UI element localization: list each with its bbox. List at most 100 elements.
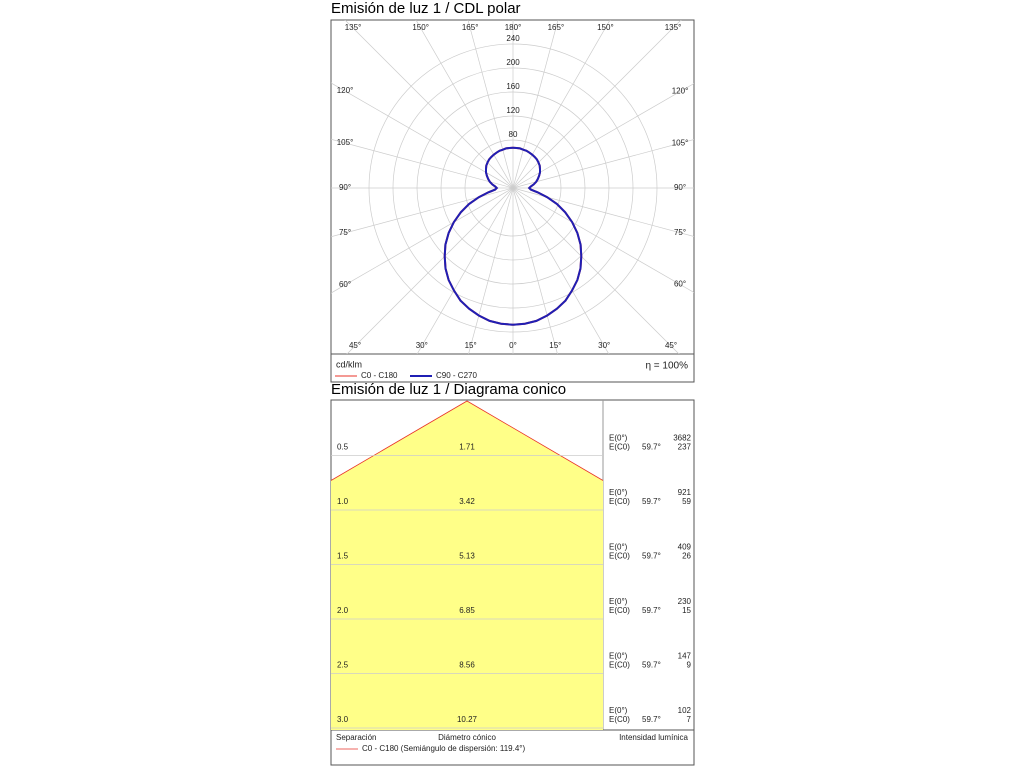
angle-tick-label: 90° [339,183,351,192]
e0-label: E(0°) [609,597,628,606]
legend-label: C90 - C270 [436,371,477,380]
grid-spoke [467,20,514,189]
ec0-value: 237 [678,443,692,452]
grid-spoke [331,187,514,238]
e0-value: 3682 [673,434,691,443]
grid-spoke [416,187,514,354]
ec0-label: E(C0) [609,552,630,561]
r-tick-label: 200 [506,58,520,67]
polar-grid [331,20,694,354]
footer-label: Separación [336,733,376,742]
diameter-label: 10.27 [457,715,478,724]
angle-tick-label: 15° [465,341,477,350]
angle-tick-label: 120° [337,86,354,95]
angle-label: 59.7° [642,715,661,724]
plot-frame [330,19,695,383]
angle-label: 59.7° [642,443,661,452]
angle-tick-label: 120° [672,87,689,96]
e0-label: E(0°) [609,434,628,443]
grid-spoke [346,187,514,354]
angle-tick-label: 45° [665,341,677,350]
e0-label: E(0°) [609,488,628,497]
separation-label: 0.5 [337,443,349,452]
angle-tick-label: 30° [416,341,428,350]
angle-label: 59.7° [642,552,661,561]
angle-tick-label: 165° [462,23,479,32]
angle-label: 59.7° [642,497,661,506]
grid-spoke [512,139,694,189]
angle-tick-label: 180° [505,23,522,32]
unit-label: cd/klm [336,359,362,369]
angle-tick-label: 15° [549,341,561,350]
separation-label: 3.0 [337,715,349,724]
e0-label: E(0°) [609,706,628,715]
ec0-value: 9 [687,661,692,670]
diameter-label: 1.71 [459,443,475,452]
diameter-label: 8.56 [459,661,475,670]
r-tick-label: 120 [506,106,520,115]
intensity-curve [512,146,583,326]
chart-title: Emisión de luz 1 / CDL polar [331,0,521,17]
angle-tick-label: 105° [337,138,354,147]
grid-spoke [512,187,680,354]
grid-spoke [512,187,694,293]
footer-label: Intensidad lumínica [619,733,688,742]
angle-tick-label: 60° [339,280,351,289]
angle-tick-label: 30° [598,341,610,350]
diameter-label: 5.13 [459,552,475,561]
angle-tick-label: 150° [597,23,614,32]
ec0-value: 15 [682,606,691,615]
angle-label: 59.7° [642,606,661,615]
grid-spoke [344,20,514,189]
angle-tick-label: 60° [674,280,686,289]
r-tick-label: 160 [506,82,520,91]
angle-tick-label: 105° [672,138,689,147]
ec0-value: 59 [682,497,691,506]
separation-label: 2.5 [337,661,349,670]
intensity-curve [443,146,514,326]
r-tick-label: 240 [506,34,520,43]
angle-tick-label: 75° [674,228,686,237]
angle-tick-label: 150° [412,23,429,32]
angle-tick-label: 165° [548,23,565,32]
grid-spoke [415,20,514,189]
diameter-label: 6.85 [459,606,475,615]
grid-spoke [331,82,514,189]
separation-label: 2.0 [337,606,349,615]
angle-tick-label: 45° [349,341,361,350]
e0-value: 230 [678,597,692,606]
intensity-curve [512,146,583,326]
grid-spoke [468,187,514,354]
diameter-label: 3.42 [459,497,475,506]
ec0-label: E(C0) [609,606,630,615]
angle-label: 59.7° [642,661,661,670]
legend-label: C0 - C180 [361,371,398,380]
grid-spoke [512,187,558,354]
cone-edge [330,400,604,481]
e0-value: 147 [678,652,692,661]
e0-value: 102 [678,706,692,715]
grid-spoke [512,187,694,237]
grid-spoke [512,20,611,189]
angle-tick-label: 135° [345,23,362,32]
ec0-label: E(C0) [609,443,630,452]
separation-label: 1.0 [337,497,349,506]
grid-spoke [512,83,694,189]
e0-label: E(0°) [609,543,628,552]
efficiency-label: η = 100% [645,361,688,372]
intensity-curve [443,146,514,326]
angle-tick-label: 135° [665,23,682,32]
legend-label: C0 - C180 (Semiángulo de dispersión: 119… [362,744,525,753]
footer-label: Diámetro cónico [438,733,496,742]
ec0-label: E(C0) [609,661,630,670]
ec0-value: 7 [687,715,692,724]
grid-spoke [512,187,610,354]
ec0-label: E(C0) [609,497,630,506]
separation-label: 1.5 [337,552,349,561]
ec0-label: E(C0) [609,715,630,724]
e0-value: 409 [678,543,692,552]
e0-label: E(0°) [609,652,628,661]
angle-tick-label: 0° [509,341,517,350]
angle-tick-label: 90° [674,183,686,192]
